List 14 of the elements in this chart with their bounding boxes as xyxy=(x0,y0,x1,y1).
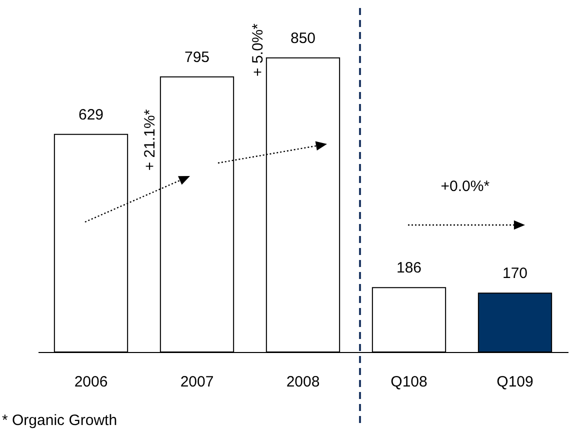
data-label: 795 xyxy=(184,48,210,66)
text: * Organic Growth xyxy=(2,412,118,429)
annotation: +0.0%* xyxy=(440,178,490,195)
x-tick-label: 2008 xyxy=(286,374,320,390)
data-label: 629 xyxy=(78,106,104,124)
x-tick-label: 2007 xyxy=(180,374,214,390)
x-tick-label: 2006 xyxy=(74,374,108,390)
data-label: 170 xyxy=(502,265,528,282)
annotation: + 21.1%* xyxy=(141,109,158,171)
data-label: 186 xyxy=(396,260,422,277)
data-label: 850 xyxy=(290,30,316,47)
x-tick-label: Q109 xyxy=(496,374,534,390)
annotation: + 5.0%* xyxy=(249,23,266,76)
x-tick-label: Q108 xyxy=(390,374,428,390)
